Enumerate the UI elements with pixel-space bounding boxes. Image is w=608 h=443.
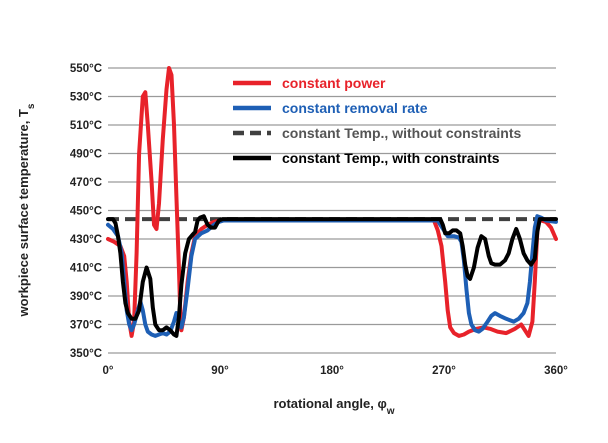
x-axis-label: rotational angle, φw	[273, 396, 394, 417]
y-tick-labels: 350°C 370°C 390°C 410°C 430°C 450°C 470°C 490°C…	[70, 63, 102, 360]
y-tick-label: 530°C	[70, 92, 102, 104]
x-tick-label: 360°	[544, 365, 568, 377]
y-tick-label: 510°C	[70, 120, 102, 132]
y-tick-label: 450°C	[70, 206, 102, 218]
x-tick-label: 180°	[320, 365, 344, 377]
legend-label: constant Temp., with constraints	[282, 150, 500, 166]
legend-label: constant power	[282, 75, 386, 91]
y-tick-label: 410°C	[70, 263, 102, 275]
series-lines	[106, 66, 558, 338]
legend-label: constant removal rate	[282, 100, 428, 116]
x-tick-label: 90°	[211, 365, 229, 377]
series-line-3	[106, 214, 558, 338]
x-tick-labels: 0° 90° 180° 270° 360°	[103, 365, 569, 377]
y-axis-label: workpiece surface temperature, Ts	[16, 103, 37, 317]
series-line-1	[106, 214, 558, 338]
y-tick-label: 550°C	[70, 63, 102, 75]
x-tick-label: 270°	[432, 365, 456, 377]
y-tick-label: 430°C	[70, 234, 102, 246]
series-line-0	[106, 66, 558, 338]
y-tick-label: 390°C	[70, 291, 102, 303]
y-tick-label: 350°C	[70, 348, 102, 360]
legend: constant power constant removal rate const…	[233, 75, 522, 166]
y-tick-label: 490°C	[70, 149, 102, 161]
x-tick-label: 0°	[103, 365, 114, 377]
y-tick-label: 470°C	[70, 177, 102, 189]
y-tick-label: 370°C	[70, 320, 102, 332]
legend-label: constant Temp., without constraints	[282, 125, 522, 141]
